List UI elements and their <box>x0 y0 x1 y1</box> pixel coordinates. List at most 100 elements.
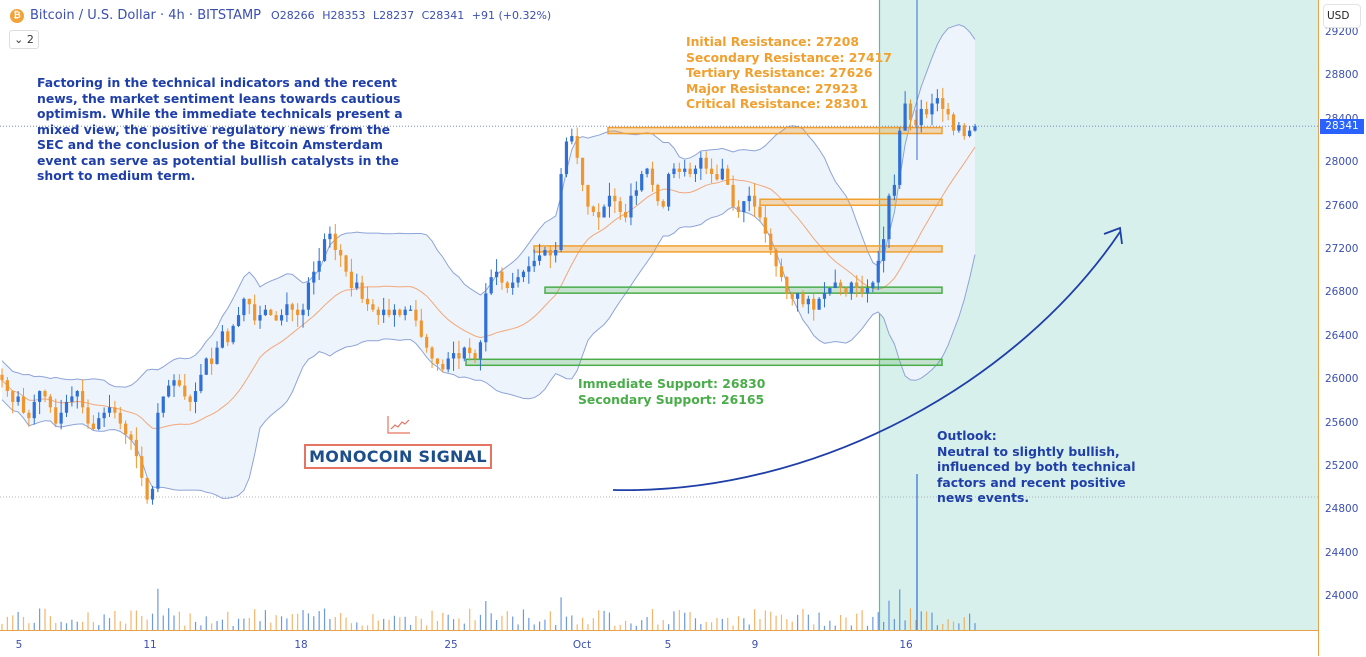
candle-body <box>591 206 595 213</box>
candle-body <box>124 423 128 435</box>
candle-body <box>457 353 461 359</box>
candle-body <box>59 412 63 424</box>
support-zone <box>544 286 943 294</box>
candle-body <box>301 309 305 316</box>
chart-canvas[interactable] <box>0 0 1318 630</box>
candle-body <box>387 309 391 316</box>
candle-body <box>177 380 181 386</box>
candle-body <box>973 126 977 131</box>
candle-body <box>806 298 810 305</box>
candle-body <box>317 260 321 272</box>
symbol-header: ₿ Bitcoin / U.S. Dollar · 4h · BITSTAMP … <box>10 8 555 23</box>
candle-body <box>661 201 665 207</box>
candle-body <box>505 282 509 288</box>
time-axis[interactable]: 5 11 18 25 Oct 5 9 16 <box>0 630 1318 657</box>
candle-body <box>822 293 827 299</box>
candle-body <box>580 157 585 185</box>
indicators-collapse-button[interactable]: ⌄ 2 <box>9 30 39 49</box>
candle-body <box>296 309 300 316</box>
candle-body <box>220 331 225 348</box>
candle-body <box>666 174 671 207</box>
candle-body <box>693 168 698 175</box>
candle-body <box>360 282 364 299</box>
candle-body <box>683 168 687 172</box>
low-value: L28237 <box>372 9 415 22</box>
price-tick: 24400 <box>1325 546 1359 559</box>
candle-body <box>575 136 579 158</box>
candle-body <box>54 407 58 424</box>
candle-body <box>161 396 165 413</box>
candle-body <box>204 358 208 375</box>
candle-body <box>484 293 488 343</box>
candle-body <box>704 157 708 169</box>
candle-body <box>344 255 348 272</box>
candle-body <box>709 168 714 175</box>
time-tick: 5 <box>15 639 23 651</box>
ohlc-values: O28266 H28353 L28237 C28341 +91 (+0.32%) <box>271 9 555 22</box>
price-axis[interactable]: 2920028800284002800027600272002680026400… <box>1318 0 1366 656</box>
candle-body <box>554 250 558 256</box>
candle-body <box>736 206 741 213</box>
candle-body <box>97 418 101 430</box>
candle-body <box>597 212 601 218</box>
candle-body <box>779 266 784 278</box>
price-tick: 29200 <box>1325 26 1359 38</box>
candle-body <box>935 98 939 104</box>
candle-body <box>586 184 590 207</box>
bollinger-lower <box>1 206 976 499</box>
candle-body <box>215 347 219 364</box>
candle-body <box>312 271 316 283</box>
candle-body <box>731 184 735 207</box>
bollinger-band-fill <box>2 24 975 499</box>
candle-body <box>865 287 870 294</box>
candle-body <box>414 309 418 321</box>
candle-body <box>618 201 622 213</box>
price-chart[interactable]: ₿ Bitcoin / U.S. Dollar · 4h · BITSTAMP … <box>0 0 1318 630</box>
candle-body <box>946 108 950 115</box>
price-tick: 25200 <box>1325 460 1359 472</box>
support-annotation: Immediate Support: 26830 Secondary Suppo… <box>578 376 766 407</box>
brand-watermark: MONOCOIN SIGNAL <box>304 444 492 469</box>
candle-body <box>521 271 526 278</box>
candle-body <box>892 184 896 196</box>
candle-body <box>48 396 52 408</box>
candle-body <box>382 309 386 316</box>
candle-body <box>844 287 848 294</box>
resistance-zone <box>607 126 943 135</box>
symbol-title[interactable]: Bitcoin / U.S. Dollar · 4h · BITSTAMP <box>30 8 262 23</box>
candle-body <box>290 304 294 310</box>
currency-button[interactable]: USD <box>1323 4 1361 28</box>
candle-body <box>908 103 913 120</box>
bitcoin-icon: ₿ <box>10 8 24 23</box>
candle-body <box>650 168 655 185</box>
price-tick: 27200 <box>1325 243 1359 255</box>
candle-body <box>527 266 531 272</box>
candle-body <box>16 396 20 402</box>
candle-body <box>27 412 31 419</box>
candle-body <box>322 239 327 261</box>
candle-body <box>253 304 257 321</box>
candle-body <box>134 439 138 457</box>
candle-body <box>231 325 235 343</box>
candle-body <box>102 412 106 419</box>
candle-body <box>930 103 934 115</box>
candle-body <box>500 271 504 283</box>
resistance-zone <box>533 245 943 253</box>
candle-body <box>903 103 907 131</box>
candle-body <box>828 287 832 294</box>
candle-body <box>796 293 800 299</box>
candle-body <box>951 114 956 131</box>
candle-body <box>699 157 703 169</box>
candle-body <box>430 347 434 359</box>
summary-annotation: Factoring in the technical indicators an… <box>37 75 403 183</box>
candle-body <box>199 374 203 392</box>
candle-body <box>371 304 375 310</box>
candle-body <box>193 391 198 402</box>
candle-body <box>489 277 493 294</box>
candle-body <box>774 250 778 267</box>
candle-body <box>403 309 407 316</box>
candle-body <box>640 174 644 191</box>
candle-body <box>376 309 380 316</box>
candle-body <box>715 174 719 180</box>
candle-body <box>118 412 122 424</box>
